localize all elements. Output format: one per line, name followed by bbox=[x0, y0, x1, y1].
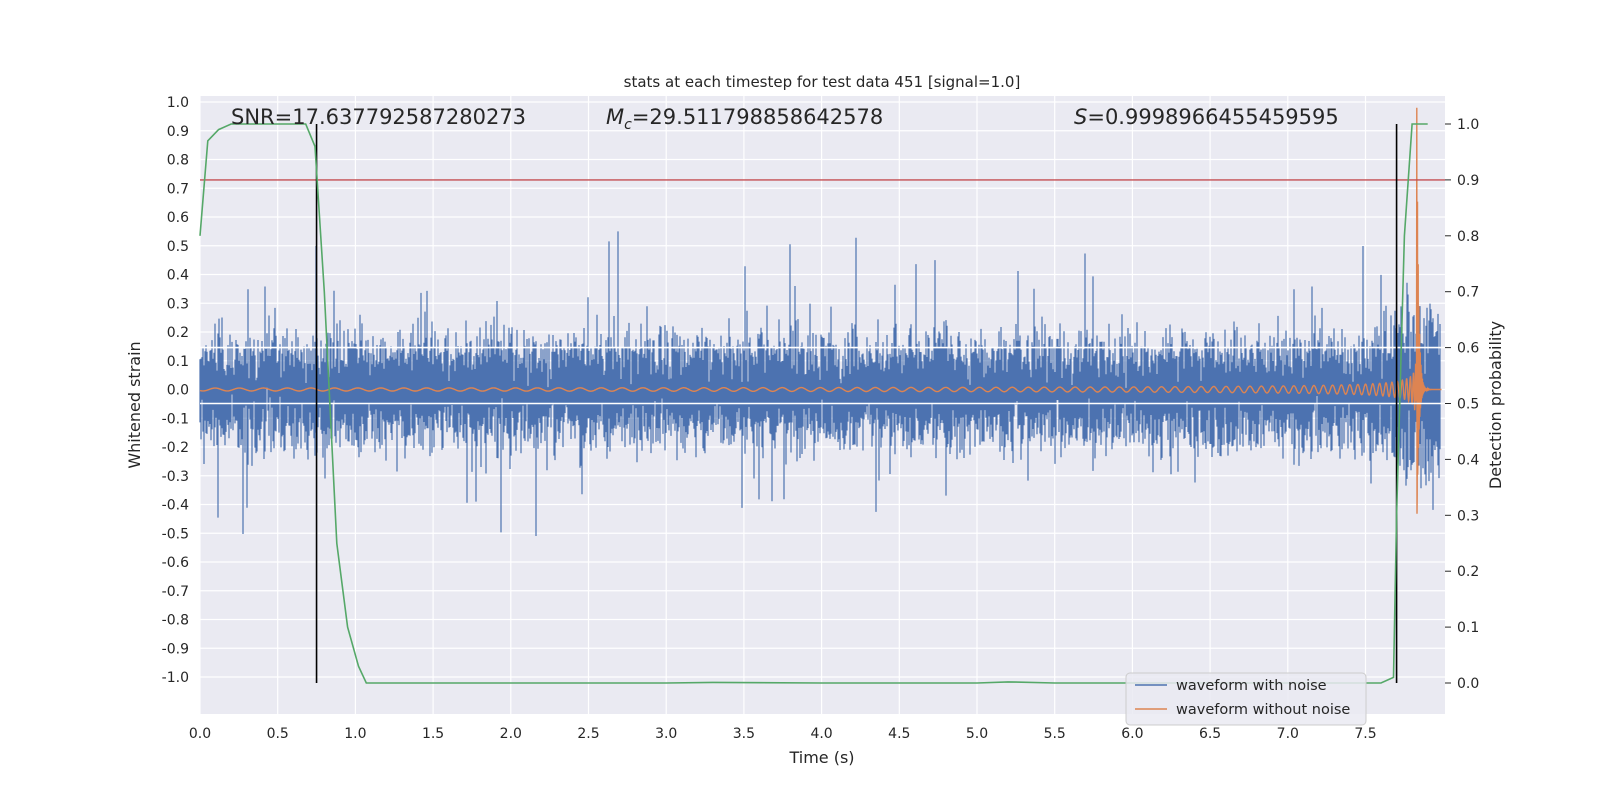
y-tick-label: -0.4 bbox=[162, 498, 189, 514]
snr-annotation: SNR=17.637792587280273 bbox=[231, 105, 526, 129]
legend-label-with-noise: waveform with noise bbox=[1176, 678, 1327, 694]
y-tick-label: 0.0 bbox=[167, 383, 189, 399]
y-tick-label: -0.8 bbox=[162, 613, 189, 629]
y2-tick-label: 0.6 bbox=[1457, 341, 1479, 357]
y-tick-label: 0.9 bbox=[167, 124, 189, 140]
x-tick-label: 4.0 bbox=[810, 726, 832, 742]
legend-label-without-noise: waveform without noise bbox=[1176, 702, 1350, 718]
x-tick-label: 5.0 bbox=[966, 726, 988, 742]
y-tick-label: 0.7 bbox=[167, 181, 189, 197]
y-tick-label: -0.1 bbox=[162, 411, 189, 427]
x-axis-label: Time (s) bbox=[788, 748, 854, 767]
x-tick-label: 2.0 bbox=[500, 726, 522, 742]
y-tick-label: -1.0 bbox=[162, 670, 189, 686]
y-tick-label: -0.3 bbox=[162, 469, 189, 485]
overlay-lines bbox=[200, 124, 1445, 683]
y-tick-label: -0.7 bbox=[162, 584, 189, 600]
s-symbol: S bbox=[1074, 105, 1087, 129]
x-tick-labels: 0.0 0.5 1.0 1.5 2.0 2.5 3.0 3.5 4.0 4.5 5.0 5.5 6.0 6… bbox=[189, 726, 1377, 742]
x-tick-label: 0.5 bbox=[267, 726, 289, 742]
x-tick-label: 7.5 bbox=[1354, 726, 1376, 742]
y2-tick-label: 0.3 bbox=[1457, 508, 1479, 524]
chart-title: stats at each timestep for test data 451… bbox=[624, 73, 1021, 91]
y2-tick-label: 1.0 bbox=[1457, 117, 1479, 133]
y2-tick-label: 0.8 bbox=[1457, 229, 1479, 245]
mc-value: =29.511798858642578 bbox=[632, 105, 883, 129]
y2-tick-label: 0.2 bbox=[1457, 564, 1479, 580]
x-tick-label: 3.0 bbox=[655, 726, 677, 742]
y-axis-label: Whitened strain bbox=[125, 341, 144, 468]
mc-subscript: c bbox=[624, 117, 632, 133]
x-tick-label: 3.5 bbox=[733, 726, 755, 742]
chirp-mass-annotation: Mc=29.511798858642578 bbox=[606, 105, 883, 133]
x-tick-label: 4.5 bbox=[888, 726, 910, 742]
y-tick-labels: 1.0 0.9 0.8 0.7 0.6 0.5 0.4 0.3 0.2 0.1 0.0 -0.1 -0.… bbox=[162, 95, 189, 686]
y2-tick-label: 0.5 bbox=[1457, 397, 1479, 413]
y2-tick-label: 0.4 bbox=[1457, 452, 1479, 468]
x-tick-label: 0.0 bbox=[189, 726, 211, 742]
y2-tick-labels: 1.0 0.9 0.8 0.7 0.6 0.5 0.4 0.3 0.2 0.1 0.0 bbox=[1445, 117, 1479, 692]
mc-symbol: M bbox=[606, 105, 624, 129]
probability-series bbox=[199, 123, 1428, 684]
y-tick-label: 0.5 bbox=[167, 239, 189, 255]
legend-box bbox=[1125, 672, 1367, 726]
y-tick-label: -0.2 bbox=[162, 440, 189, 456]
x-tick-label: 5.5 bbox=[1044, 726, 1066, 742]
x-tick-label: 6.0 bbox=[1121, 726, 1143, 742]
x-tick-label: 6.5 bbox=[1199, 726, 1221, 742]
y-tick-label: 0.6 bbox=[167, 210, 189, 226]
y-tick-label: -0.9 bbox=[162, 641, 189, 657]
y-tick-label: 0.4 bbox=[167, 268, 189, 284]
y-tick-label: 0.3 bbox=[167, 296, 189, 312]
y-tick-label: -0.5 bbox=[162, 526, 189, 542]
clean-waveform-series bbox=[199, 107, 1442, 514]
score-annotation: S=0.9998966455459595 bbox=[1074, 105, 1339, 129]
x-tick-label: 1.5 bbox=[422, 726, 444, 742]
y-tick-label: 0.2 bbox=[167, 325, 189, 341]
y-tick-label: 0.8 bbox=[167, 153, 189, 169]
y2-tick-label: 0.9 bbox=[1457, 173, 1479, 189]
y-tick-label: 0.1 bbox=[167, 354, 189, 370]
legend: waveform with noise waveform without noi… bbox=[1125, 672, 1367, 726]
waveform-without-noise-line bbox=[199, 107, 1442, 514]
y2-tick-label: 0.0 bbox=[1457, 676, 1479, 692]
x-tick-label: 1.0 bbox=[344, 726, 366, 742]
y-tick-label: 1.0 bbox=[167, 95, 189, 111]
y2-tick-label: 0.7 bbox=[1457, 285, 1479, 301]
y2-axis-label: Detection probability bbox=[1486, 321, 1505, 489]
detection-probability-line bbox=[199, 123, 1428, 684]
x-tick-label: 2.5 bbox=[577, 726, 599, 742]
y-tick-label: -0.6 bbox=[162, 555, 189, 571]
x-tick-label: 7.0 bbox=[1277, 726, 1299, 742]
s-value: =0.9998966455459595 bbox=[1087, 105, 1338, 129]
y2-tick-label: 0.1 bbox=[1457, 620, 1479, 636]
